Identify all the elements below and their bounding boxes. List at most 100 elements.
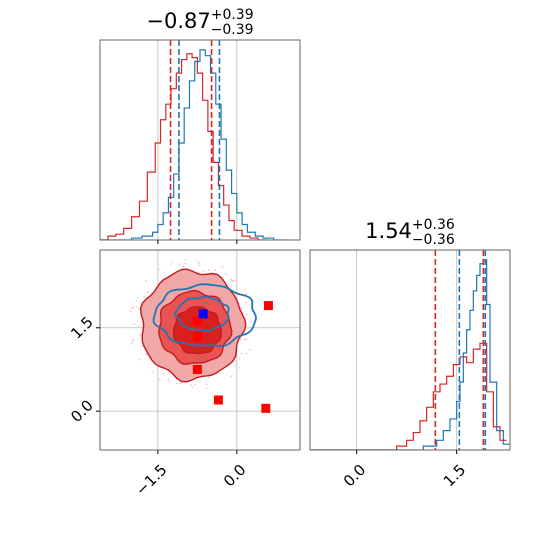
sample-point [139, 333, 142, 336]
sample-point [229, 285, 232, 288]
sample-point [244, 288, 247, 291]
sample-point [230, 279, 233, 281]
sample-point [145, 353, 148, 356]
sample-point [170, 263, 173, 265]
sample-point [214, 269, 216, 271]
sample-point [238, 357, 241, 360]
blue-square-marker [198, 309, 208, 319]
sample-point [135, 305, 138, 308]
panel-title: −0.87+0.39 −0.39 [146, 7, 253, 38]
sample-point [240, 306, 242, 309]
sample-point [158, 268, 161, 271]
sample-point [246, 313, 248, 316]
sample-point [240, 352, 243, 355]
sample-point [138, 324, 141, 327]
sample-point [135, 300, 138, 303]
sample-point [130, 307, 133, 309]
sample-point [141, 345, 144, 347]
sample-point [221, 265, 224, 268]
sample-point [208, 376, 210, 379]
sample-point [249, 320, 252, 323]
sample-point [234, 365, 236, 368]
sample-point [183, 262, 186, 265]
axes-frame [99, 249, 301, 451]
panel-title-lower: −0.39 [211, 22, 254, 38]
blue-contour-outer [152, 283, 257, 347]
red-square-marker [192, 331, 202, 341]
sample-point [202, 270, 205, 273]
panel-title-value: 1.54 [365, 219, 412, 243]
red-square-marker [263, 301, 273, 311]
sample-point [129, 310, 132, 313]
hist-step-red [100, 53, 269, 240]
sample-point [175, 382, 178, 385]
sample-point [194, 383, 197, 386]
y-tick-label: 0.0 [67, 396, 97, 426]
sample-point [198, 261, 201, 264]
sample-point [197, 262, 200, 265]
sample-point [184, 258, 187, 261]
sample-point [234, 360, 237, 362]
red-square-marker [192, 364, 202, 374]
sample-point [230, 375, 233, 378]
sample-point [158, 378, 161, 381]
sample-point [231, 280, 234, 282]
sample-point [198, 265, 201, 267]
blue-contour-inner [174, 295, 230, 333]
sample-point [139, 316, 142, 319]
hist-step-blue [310, 259, 510, 450]
x-tick-label: 0.0 [220, 461, 250, 491]
scatter-contour-bottom-left: −1.5 0.0 0.0 1.5 [67, 249, 301, 499]
sample-point [224, 272, 227, 275]
sample-point [191, 386, 194, 389]
sample-point [147, 291, 149, 293]
x-tick-label: 0.0 [340, 461, 370, 491]
sample-point [179, 382, 182, 385]
sample-point [249, 348, 252, 351]
red-square-marker [213, 395, 223, 405]
sample-point [197, 271, 200, 274]
sample-point [145, 279, 148, 282]
sample-point [205, 383, 208, 385]
sample-point [151, 371, 154, 374]
plot-area [100, 40, 290, 240]
sample-point [132, 306, 135, 309]
sample-point [207, 269, 210, 272]
x-tick-label: 1.5 [440, 461, 470, 491]
sample-point [161, 368, 164, 371]
red-square-marker [261, 403, 271, 413]
sample-point [238, 366, 241, 369]
sample-point [182, 266, 184, 269]
sample-point [233, 279, 235, 282]
sample-point [235, 279, 238, 282]
hist-step-blue [100, 49, 290, 240]
histogram-top-left: −0.87+0.39 −0.39 [99, 7, 301, 244]
sample-point [241, 307, 244, 310]
sample-point [143, 295, 146, 298]
axes-frame [99, 39, 301, 241]
sample-point [131, 340, 134, 342]
hist-step-red [310, 342, 507, 450]
red-square-marker [192, 316, 202, 326]
sample-point [205, 387, 208, 390]
sample-point [132, 338, 135, 341]
sample-point [168, 380, 171, 383]
sample-point [138, 358, 140, 361]
sample-point [138, 308, 141, 311]
panel-title-upper: +0.39 [211, 7, 254, 23]
panel-title-value: −0.87 [146, 9, 210, 33]
histogram-bottom-right: 0.0 1.5 1.54+0.36 −0.36 [309, 217, 511, 491]
panel-title-upper: +0.36 [412, 217, 455, 233]
y-tick-label: 1.5 [67, 313, 97, 343]
sample-point [162, 372, 165, 375]
axes-frame [309, 249, 511, 451]
sample-point [130, 342, 133, 345]
panel-title-lower: −0.36 [412, 232, 455, 248]
sample-point [178, 263, 181, 265]
panel-title: 1.54+0.36 −0.36 [365, 217, 455, 248]
x-tick-label: −1.5 [132, 461, 170, 499]
sample-point [243, 338, 246, 341]
sample-point [245, 338, 248, 340]
sample-point [167, 378, 170, 381]
